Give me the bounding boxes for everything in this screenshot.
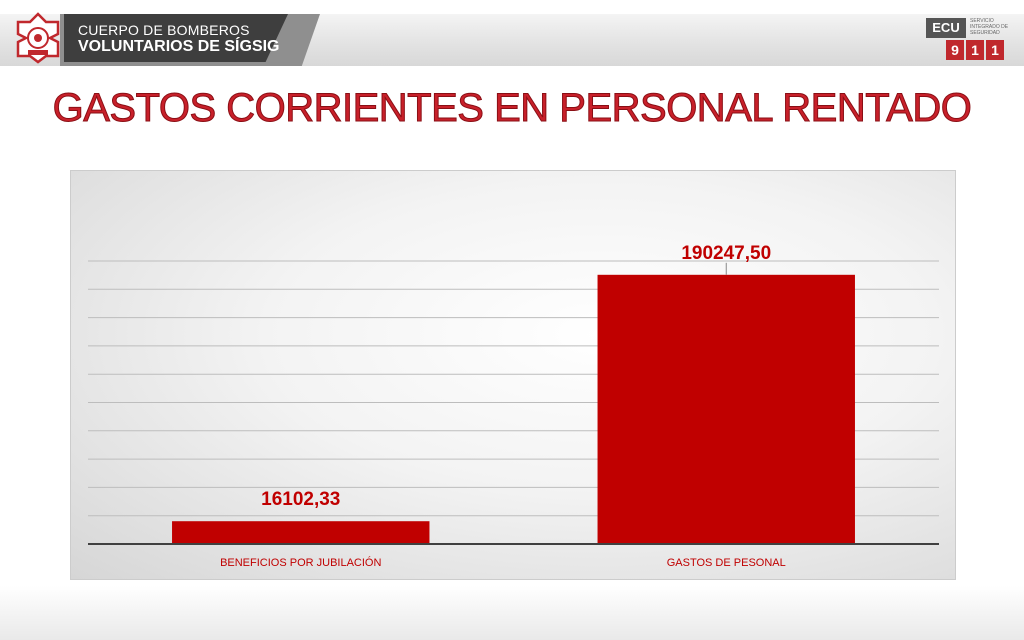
ecu-logo-digits: 9 1 1 (946, 40, 1004, 60)
ecu-digit: 1 (986, 40, 1004, 60)
bar (172, 521, 430, 544)
bottom-shade (0, 586, 1024, 640)
header-ribbon-dark (64, 14, 288, 62)
data-label: 190247,50 (681, 243, 771, 264)
ecu-digit: 9 (946, 40, 964, 60)
ecu-logo-tagline: SERVICIO INTEGRADO DE SEGURIDAD (970, 18, 1009, 36)
org-name-line2: VOLUNTARIOS DE SÍGSIG (78, 38, 280, 55)
org-name-line1: CUERPO DE BOMBEROS (78, 22, 250, 38)
chart-panel: 16102,33 BENEFICIOS POR JUBILACIÓN 190247,… (70, 170, 956, 580)
x-tick-label: BENEFICIOS POR JUBILACIÓN (220, 556, 381, 569)
data-label: 16102,33 (261, 489, 340, 510)
x-tick-label: GASTOS DE PESONAL (667, 557, 786, 569)
ecu-digit: 1 (966, 40, 984, 60)
firefighter-emblem-icon (16, 12, 60, 64)
page-title: GASTOS CORRIENTES EN PERSONAL RENTADO (52, 86, 972, 131)
bar (597, 274, 855, 544)
bar-chart: 16102,33 BENEFICIOS POR JUBILACIÓN 190247,… (88, 243, 939, 569)
ecu-logo-prefix: ECU (926, 18, 966, 38)
